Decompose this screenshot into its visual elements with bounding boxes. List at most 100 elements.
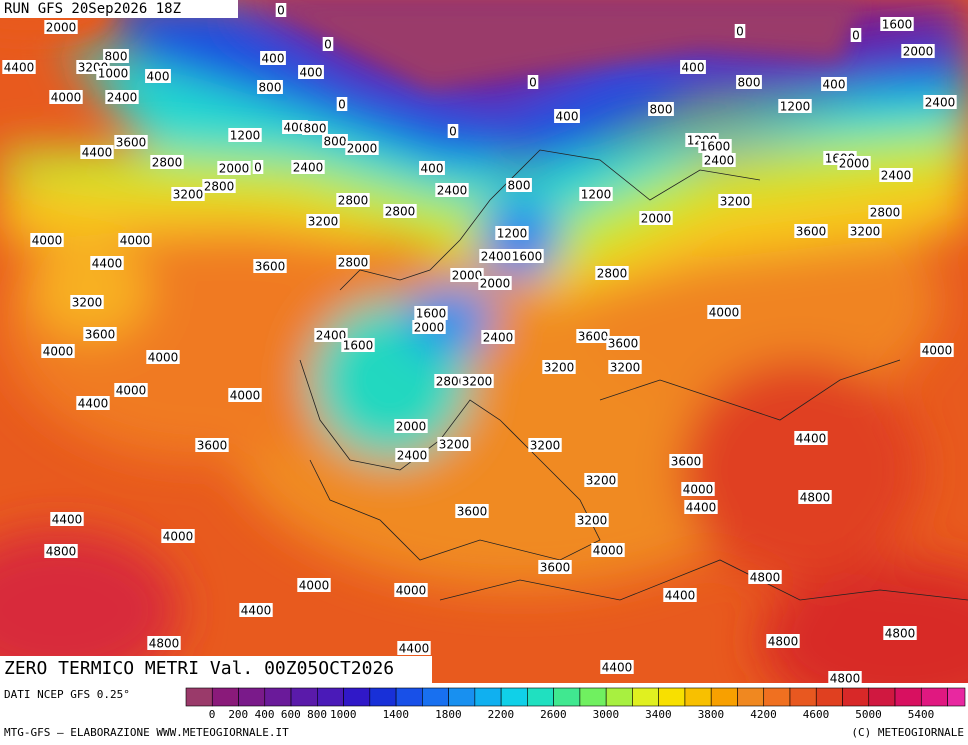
colorbar-swatch bbox=[395, 687, 423, 707]
contour-label-box bbox=[718, 194, 752, 208]
contour-label: 2800 bbox=[597, 267, 628, 281]
contour-label-box bbox=[161, 529, 195, 543]
contour-label-box bbox=[322, 37, 334, 51]
contour-label: 2800 bbox=[870, 206, 901, 220]
contour-label-box bbox=[322, 134, 348, 148]
contour-label: 4400 bbox=[686, 501, 717, 515]
contour-label: 2800 bbox=[204, 180, 235, 194]
contour-label-box bbox=[920, 343, 954, 357]
colorbar-swatch bbox=[684, 687, 712, 707]
contour-label-box bbox=[447, 124, 459, 138]
contour-label: 400 bbox=[147, 70, 170, 84]
contour-label-box bbox=[554, 109, 580, 123]
contour-label: 2800 bbox=[338, 194, 369, 208]
contour-label: 2000 bbox=[452, 269, 483, 283]
contour-label: 1600 bbox=[882, 18, 913, 32]
contour-label-box bbox=[83, 327, 117, 341]
contour-label-box bbox=[96, 66, 130, 80]
colorbar-swatch bbox=[238, 687, 266, 707]
contour-label-box bbox=[44, 20, 78, 34]
contour-label: 4000 bbox=[163, 530, 194, 544]
colorbar-label: 3400 bbox=[645, 708, 672, 721]
contour-label: 2400 bbox=[397, 449, 428, 463]
contour-label: 400 bbox=[682, 61, 705, 75]
contour-label-box bbox=[147, 636, 181, 650]
contour-label: 0 bbox=[736, 25, 744, 39]
contour-label-box bbox=[901, 44, 935, 58]
contour-label: 800 bbox=[259, 81, 282, 95]
field bbox=[0, 0, 968, 683]
contour-label-box bbox=[684, 500, 718, 514]
contour-label-box bbox=[495, 226, 529, 240]
contour-label: 0 bbox=[277, 4, 285, 18]
contour-label-box bbox=[150, 155, 184, 169]
contour-label-box bbox=[202, 179, 236, 193]
contour-label: 4800 bbox=[800, 491, 831, 505]
contour-label: 2800 bbox=[385, 205, 416, 219]
colorbar-swatch bbox=[868, 687, 896, 707]
contour-label-box bbox=[146, 350, 180, 364]
contour-label-box bbox=[542, 360, 576, 374]
colorbar-swatch bbox=[527, 687, 554, 707]
contour-label-box bbox=[297, 578, 331, 592]
contour-label: 3200 bbox=[439, 438, 470, 452]
colorbar-swatch bbox=[579, 687, 607, 707]
contour-label: 2400 bbox=[316, 329, 347, 343]
contour-label: 800 bbox=[105, 50, 128, 64]
contour-label: 2400 bbox=[704, 154, 735, 168]
contour-label: 2800 bbox=[152, 156, 183, 170]
contour-label: 3200 bbox=[610, 361, 641, 375]
contour-label: 4000 bbox=[683, 483, 714, 497]
contour-label-box bbox=[260, 51, 286, 65]
contour-label-box bbox=[394, 583, 428, 597]
contour-label-box bbox=[437, 437, 471, 451]
contour-label: 2000 bbox=[396, 420, 427, 434]
contour-label-box bbox=[171, 187, 205, 201]
run-box bbox=[0, 0, 238, 18]
contour-label: 4400 bbox=[602, 661, 633, 675]
contour-label-box bbox=[103, 49, 129, 63]
contour-label: 4400 bbox=[796, 432, 827, 446]
contour-label-box bbox=[702, 153, 736, 167]
contour-label-box bbox=[395, 448, 429, 462]
contour-label: 400 bbox=[421, 162, 444, 176]
contour-label: 4800 bbox=[885, 627, 916, 641]
colorbar-swatch bbox=[422, 687, 449, 707]
colorbar-swatch bbox=[343, 687, 371, 707]
contour-label-box bbox=[306, 214, 340, 228]
contour-label: 4800 bbox=[750, 571, 781, 585]
contour-label-box bbox=[341, 338, 375, 352]
contour-label: 3200 bbox=[586, 474, 617, 488]
contour-label-box bbox=[434, 374, 468, 388]
contour-label: 0 bbox=[852, 29, 860, 43]
contour-label: 4400 bbox=[399, 642, 430, 656]
contour-label-box bbox=[412, 320, 446, 334]
contour-label-box bbox=[828, 671, 862, 683]
contour-label-box bbox=[345, 141, 379, 155]
contour-label: 4000 bbox=[120, 234, 151, 248]
contour-label-box bbox=[145, 69, 171, 83]
contour-label: 4400 bbox=[4, 61, 35, 75]
contour-label-box bbox=[669, 454, 703, 468]
contour-label: 1600 bbox=[416, 307, 447, 321]
contour-label-box bbox=[336, 193, 370, 207]
contour-label-box bbox=[118, 233, 152, 247]
colorbar-swatch bbox=[316, 687, 344, 707]
colorbar-swatch bbox=[474, 687, 502, 707]
contour-label-box bbox=[527, 75, 539, 89]
colorbar-swatch bbox=[369, 687, 397, 707]
contour-label-box bbox=[414, 306, 448, 320]
contour-label: 4800 bbox=[149, 637, 180, 651]
data-source: DATI NCEP GFS 0.25° bbox=[4, 688, 130, 701]
contour-label-box bbox=[217, 161, 251, 175]
contour-label-box bbox=[698, 139, 732, 153]
contour-label: 4000 bbox=[116, 384, 147, 398]
contour-label-box bbox=[336, 255, 370, 269]
contour-label: 4400 bbox=[241, 604, 272, 618]
contour-label-box bbox=[419, 161, 445, 175]
contour-label-box bbox=[923, 95, 957, 109]
contour-label-box bbox=[538, 560, 572, 574]
contour-label: 1200 bbox=[230, 129, 261, 143]
contour-label-box bbox=[291, 160, 325, 174]
